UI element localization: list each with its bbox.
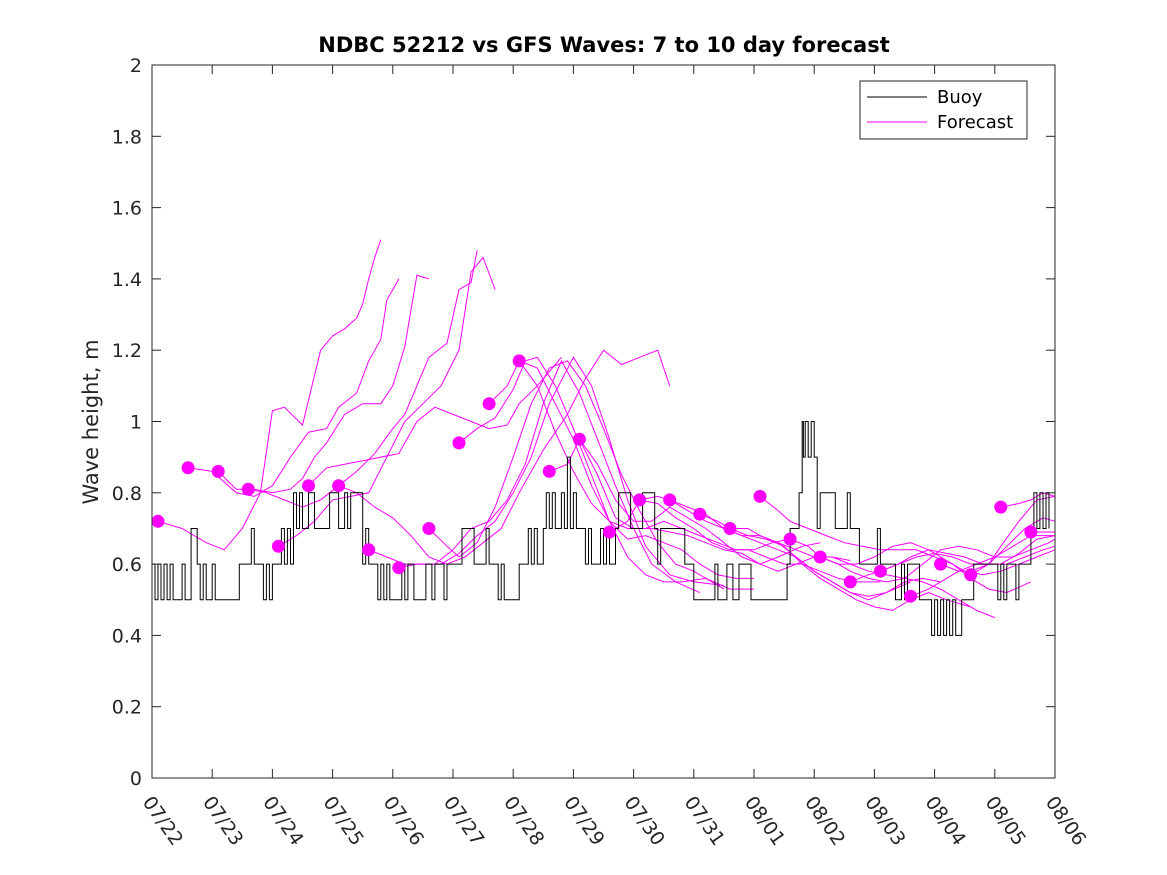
forecast-line: [639, 495, 911, 601]
forecast-marker: [994, 500, 1008, 514]
forecast-marker: [332, 479, 346, 493]
y-tick-label: 0.2: [112, 697, 142, 719]
forecast-marker: [241, 482, 255, 496]
forecast-marker: [211, 464, 225, 478]
y-tick-label: 0.8: [112, 483, 142, 505]
forecast-line: [188, 278, 400, 497]
forecast-marker: [271, 539, 285, 553]
y-axis-title: Wave height, m: [79, 339, 103, 504]
forecast-line: [338, 349, 671, 565]
forecast-marker: [843, 575, 857, 589]
forecast-marker: [723, 522, 737, 535]
y-tick-label: 0: [130, 768, 142, 790]
y-tick-label: 0.6: [112, 554, 142, 576]
forecast-marker: [753, 489, 767, 503]
forecast-marker: [392, 561, 406, 575]
forecast-marker: [1024, 525, 1038, 539]
forecast-marker: [362, 543, 376, 557]
forecast-marker: [603, 525, 616, 539]
y-tick-label: 0.4: [112, 625, 142, 647]
forecast-line: [820, 538, 1056, 583]
forecast-marker: [783, 532, 797, 546]
forecast-line: [488, 360, 754, 579]
legend: Buoy Forecast: [859, 80, 1028, 140]
forecast-line: [157, 239, 382, 551]
data-layer: [151, 239, 1056, 636]
forecast-line: [308, 356, 562, 487]
forecast-line: [458, 356, 754, 590]
chart-title: NDBC 52212 vs GFS Waves: 7 to 10 day for…: [318, 33, 889, 57]
legend-buoy-label: Buoy: [937, 87, 983, 108]
y-tick-label: 1.2: [112, 340, 142, 362]
y-tick-label: 1.4: [112, 269, 142, 291]
forecast-marker: [151, 514, 165, 528]
y-tick-label: 1: [130, 412, 142, 434]
forecast-line: [729, 528, 995, 619]
forecast-marker: [542, 464, 556, 478]
forecast-marker: [693, 507, 707, 521]
legend-forecast-label: Forecast: [937, 112, 1013, 133]
forecast-line: [609, 499, 881, 583]
forecast-line: [880, 535, 1056, 572]
forecast-line: [549, 438, 821, 565]
forecast-marker: [964, 568, 978, 582]
forecast-marker: [904, 589, 917, 603]
forecast-line: [910, 535, 1055, 597]
forecast-marker: [302, 479, 315, 493]
y-tick-label: 2: [130, 55, 142, 77]
forecast-marker: [633, 493, 647, 507]
forecast-marker: [512, 354, 526, 368]
forecast-marker: [873, 564, 887, 578]
forecast-line: [428, 360, 725, 590]
legend-box: [859, 80, 1028, 140]
y-tick-label: 1.6: [112, 198, 142, 220]
y-axis: 0 0.2 0.4 0.6 0.8 1 1.2 1.4 1.6 1.8 2: [112, 55, 1055, 790]
forecast-marker: [572, 432, 586, 446]
forecast-line: [1000, 492, 1056, 508]
forecast-line: [278, 256, 496, 547]
forecast-marker: [934, 557, 948, 571]
forecast-marker: [663, 493, 677, 507]
forecast-line: [398, 359, 701, 594]
buoy-line: [152, 421, 1050, 636]
y-tick-label: 1.8: [112, 126, 142, 148]
forecast-marker: [181, 461, 195, 475]
forecast-marker: [482, 397, 496, 411]
forecast-marker: [452, 436, 466, 450]
forecast-marker: [422, 522, 436, 535]
forecast-line: [217, 274, 430, 494]
forecast-marker: [813, 550, 827, 564]
